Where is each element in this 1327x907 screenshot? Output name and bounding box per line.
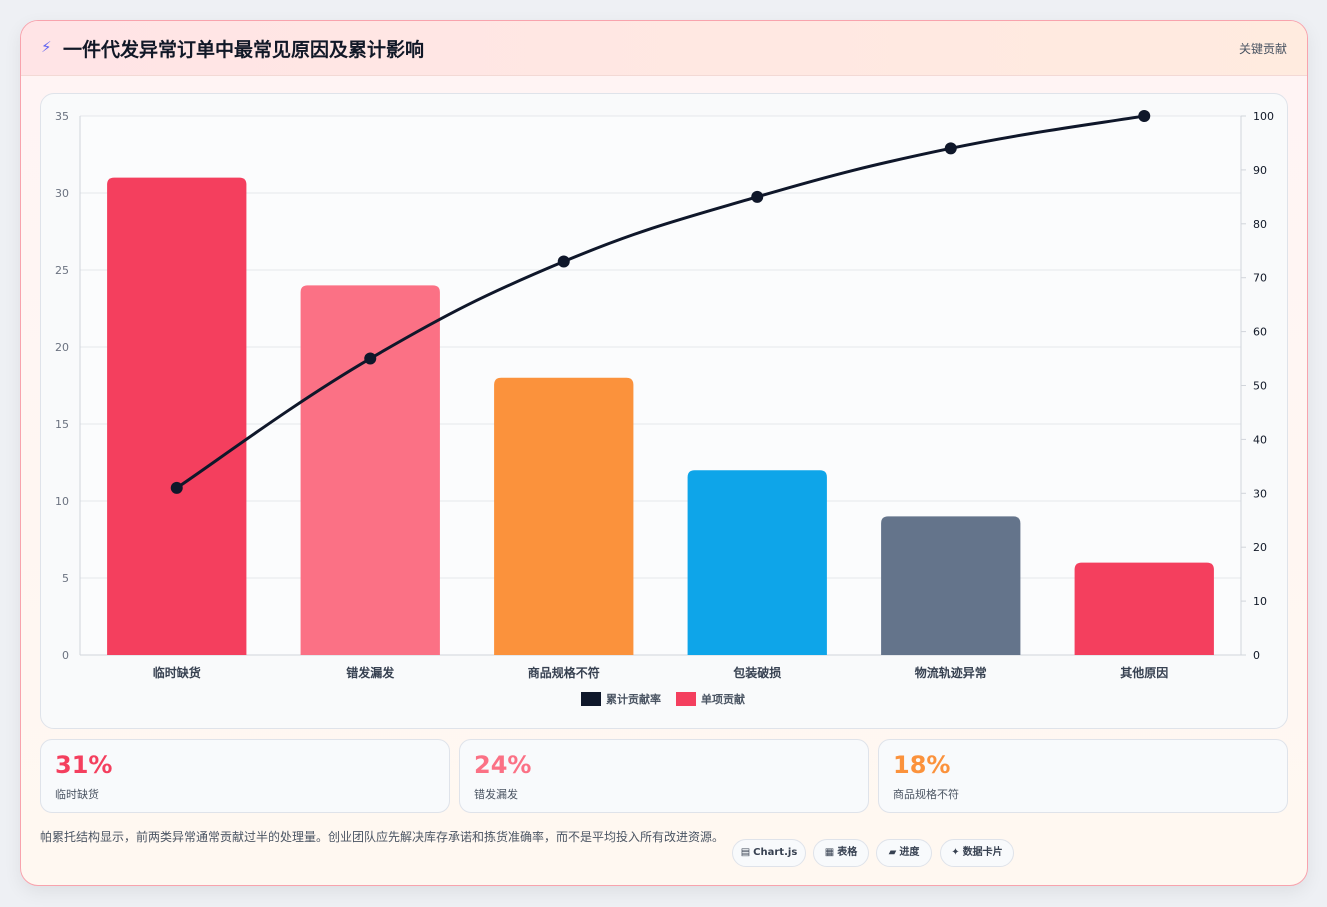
stat-card-3: 18% 商品规格不符 bbox=[878, 739, 1288, 813]
left-tick-label: 20 bbox=[55, 341, 69, 354]
bar-6 bbox=[1074, 562, 1214, 655]
cumulative-point-3 bbox=[557, 255, 570, 268]
left-tick-label: 5 bbox=[62, 572, 69, 585]
left-tick-label: 25 bbox=[55, 264, 69, 277]
report-card: ⚡ 一件代发异常订单中最常见原因及累计影响 关键贡献 0 5 10 15 20 25 30 3… bbox=[20, 20, 1308, 886]
x-tick-label: 商品规格不符 bbox=[528, 665, 600, 680]
right-tick-label: 60 bbox=[1253, 326, 1267, 339]
pill-table[interactable]: ▦ 表格 bbox=[813, 839, 869, 867]
stat-value: 18% bbox=[893, 751, 951, 779]
stat-card-1: 31% 临时缺货 bbox=[40, 739, 450, 813]
left-tick-label: 15 bbox=[55, 418, 69, 431]
legend-swatch-cumulative bbox=[581, 692, 601, 706]
right-tick-label: 50 bbox=[1253, 380, 1267, 393]
right-tick-label: 100 bbox=[1253, 110, 1274, 123]
right-tick-label: 20 bbox=[1253, 541, 1267, 554]
left-tick-label: 10 bbox=[55, 495, 69, 508]
pill-progress[interactable]: ▰ 进度 bbox=[876, 839, 932, 867]
right-tick-label: 10 bbox=[1253, 595, 1267, 608]
cumulative-point-6 bbox=[1138, 110, 1151, 122]
cumulative-line bbox=[175, 114, 1145, 490]
pill-chartjs[interactable]: ▤ Chart.js bbox=[732, 839, 806, 867]
progress-icon: ▰ bbox=[888, 847, 897, 858]
bar-1 bbox=[107, 177, 247, 655]
header-tag: 关键贡献 bbox=[1238, 42, 1287, 56]
pill-label: 进度 bbox=[899, 847, 920, 858]
stat-card-2: 24% 错发漏发 bbox=[459, 739, 869, 813]
x-tick-label: 其他原因 bbox=[1120, 665, 1168, 680]
x-tick-label: 包装破损 bbox=[732, 665, 781, 680]
pareto-chart: 0 5 10 15 20 25 30 35 0 10 20 30 40 50 60 70 80 90 100 临时缺货… bbox=[40, 93, 1288, 729]
stat-label: 错发漏发 bbox=[474, 788, 518, 801]
chart-svg: 0 5 10 15 20 25 30 35 0 10 20 30 40 50 60 70 80 90 100 临时缺货… bbox=[55, 110, 1274, 706]
legend-swatch-bar bbox=[676, 692, 696, 706]
x-tick-label: 物流轨迹异常 bbox=[915, 665, 987, 680]
right-tick-label: 70 bbox=[1253, 272, 1267, 285]
stat-value: 31% bbox=[55, 751, 113, 779]
legend-label-bar: 单项贡献 bbox=[701, 692, 745, 706]
cumulative-point-1 bbox=[170, 481, 183, 494]
card-header: ⚡ 一件代发异常订单中最常见原因及累计影响 关键贡献 bbox=[21, 21, 1307, 76]
right-tick-label: 0 bbox=[1253, 649, 1260, 662]
pill-datacard[interactable]: ✦ 数据卡片 bbox=[940, 839, 1014, 867]
stat-value: 24% bbox=[474, 751, 532, 779]
right-tick-label: 30 bbox=[1253, 487, 1267, 500]
pill-label: 表格 bbox=[837, 847, 858, 858]
right-tick-label: 90 bbox=[1253, 164, 1267, 177]
pill-label: 数据卡片 bbox=[962, 847, 1003, 858]
pill-label: Chart.js bbox=[753, 847, 798, 858]
table-icon: ▦ bbox=[824, 847, 835, 858]
x-tick-label: 错发漏发 bbox=[346, 665, 395, 680]
plot-area bbox=[80, 116, 1241, 655]
left-tick-label: 35 bbox=[55, 110, 69, 123]
stat-label: 商品规格不符 bbox=[893, 788, 959, 801]
right-tick-label: 40 bbox=[1253, 433, 1267, 446]
cumulative-point-4 bbox=[751, 190, 764, 203]
right-tick-label: 80 bbox=[1253, 218, 1267, 231]
x-tick-label: 临时缺货 bbox=[153, 665, 201, 680]
left-tick-label: 30 bbox=[55, 187, 69, 200]
chart-title: 一件代发异常订单中最常见原因及累计影响 bbox=[63, 39, 425, 61]
summary-note: 帕累托结构显示，前两类异常通常贡献过半的处理量。创业团队应先解决库存承诺和拣货准… bbox=[40, 830, 725, 844]
bar-4 bbox=[687, 470, 827, 655]
bar-2 bbox=[300, 285, 440, 655]
bar-3 bbox=[494, 377, 634, 655]
cumulative-point-2 bbox=[364, 352, 377, 365]
cumulative-point-5 bbox=[944, 142, 957, 155]
sparkle-icon: ✦ bbox=[951, 847, 960, 858]
lightning-icon: ⚡ bbox=[41, 38, 52, 56]
chart-icon: ▤ bbox=[740, 847, 751, 858]
bar-5 bbox=[881, 516, 1021, 655]
legend-label-cumulative: 累计贡献率 bbox=[606, 692, 661, 706]
stat-label: 临时缺货 bbox=[55, 788, 99, 801]
left-tick-label: 0 bbox=[62, 649, 69, 662]
